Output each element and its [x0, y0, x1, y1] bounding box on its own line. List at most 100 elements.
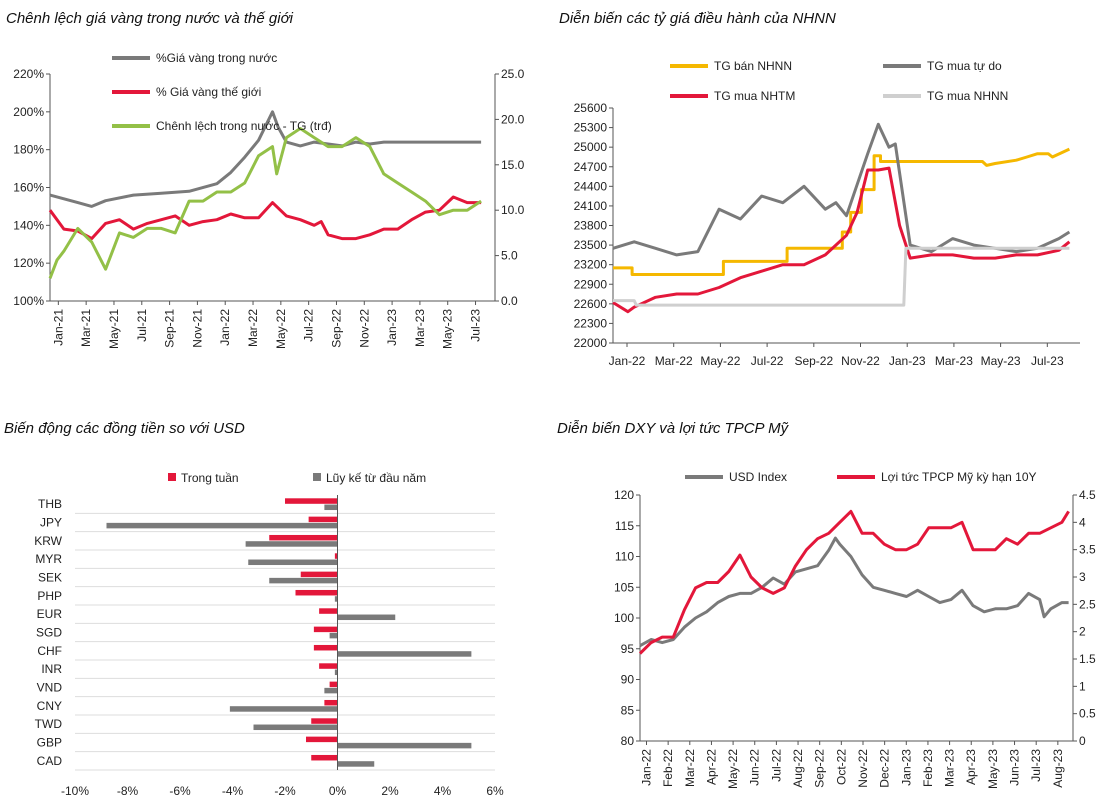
- x-tick-label: Jul-23: [469, 309, 483, 342]
- bar-week: [319, 663, 338, 669]
- bar-ytd: [337, 761, 375, 767]
- legend-swatch: [168, 473, 176, 481]
- category-label: SGD: [36, 626, 62, 640]
- y-tick-label: 85: [621, 703, 635, 717]
- x-tick-label: Jan-21: [51, 309, 65, 346]
- x-tick-label: Sep-22: [794, 354, 833, 368]
- currencies-panel: Biến động các đồng tiền so với USD -10% -…: [0, 405, 540, 802]
- y-right-tick-label: 4: [1079, 515, 1086, 529]
- category-label: JPY: [40, 516, 62, 530]
- x-tick-label: Jan-23: [899, 749, 913, 786]
- x-tick-label: May-22: [726, 749, 740, 789]
- dxy-title: Diễn biến DXY và lợi tức TPCP Mỹ: [557, 420, 789, 437]
- y-tick-label: 200%: [13, 105, 44, 119]
- bar-week: [313, 626, 338, 633]
- legend-label: TG bán NHNN: [714, 59, 792, 73]
- y-tick-label: 220%: [13, 67, 44, 81]
- y-right-tick-label: 2: [1079, 625, 1086, 639]
- category-label: GBP: [37, 736, 62, 750]
- dxy-panel: Diễn biến DXY và lợi tức TPCP Mỹ 80 85 90 9…: [555, 405, 1115, 802]
- y-right-tick-label: 4.5: [1079, 488, 1096, 502]
- x-tick-label: Jul-23: [1029, 749, 1043, 782]
- legend-label: Trong tuần: [181, 471, 239, 485]
- series-line: [613, 246, 1070, 307]
- y-tick-label: 120: [614, 488, 634, 502]
- category-label: KRW: [34, 534, 62, 548]
- x-tick-label: Dec-22: [878, 749, 892, 788]
- legend-label: TG mua tự do: [927, 59, 1002, 73]
- bar-ytd: [324, 687, 338, 694]
- series-line: [48, 195, 482, 241]
- gold-panel: Chênh lệch giá vàng trong nước và thế gi…: [0, 0, 540, 400]
- dxy-chart: 80 85 90 95 100 105 110 115 120 0 0.5 1 1.5 2 2.5 3 3.5 4…: [614, 470, 1096, 789]
- x-tick-label: Feb-23: [921, 749, 935, 787]
- y-tick-label: 160%: [13, 181, 44, 195]
- x-tick-label: -8%: [117, 784, 139, 798]
- y-right-tick-label: 3: [1079, 570, 1086, 584]
- y-tick-label: 24100: [574, 199, 608, 213]
- x-tick-label: Nov-21: [190, 309, 204, 348]
- fx-chart: 22000 22300 22600 22900 23200 23500 23800 24100…: [574, 59, 1080, 368]
- x-tick-label: Mar-21: [79, 309, 93, 347]
- y-tick-label: 25000: [574, 140, 608, 154]
- x-tick-label: Mar-22: [655, 354, 693, 368]
- y-right-tick-label: 15.0: [501, 158, 525, 172]
- x-tick-label: Jan-22: [218, 309, 232, 346]
- x-tick-label: Jan-23: [385, 309, 399, 346]
- y-tick-label: 22300: [574, 316, 608, 330]
- x-tick-label: Jun-23: [1008, 749, 1022, 786]
- bar-ytd: [334, 596, 338, 602]
- y-tick-label: 22900: [574, 277, 608, 291]
- category-label: TWD: [35, 717, 63, 731]
- bar-week: [269, 534, 338, 541]
- x-tick-label: Jan-22: [639, 749, 653, 786]
- x-tick-label: Jul-23: [1031, 354, 1064, 368]
- y-right-tick-label: 10.0: [501, 203, 525, 217]
- y-tick-label: 23200: [574, 258, 608, 272]
- bar-week: [324, 699, 338, 706]
- category-label: SEK: [38, 571, 62, 585]
- x-tick-label: Mar-22: [246, 309, 260, 347]
- y-tick-label: 100: [614, 611, 634, 625]
- x-tick-label: 2%: [381, 784, 399, 798]
- legend-label: Lũy kế từ đầu năm: [326, 471, 426, 485]
- y-right-tick-label: 5.0: [501, 249, 518, 263]
- y-tick-label: 95: [621, 642, 635, 656]
- bar-ytd: [337, 651, 472, 657]
- bar-week: [285, 498, 338, 504]
- x-tick-label: Jan-22: [609, 354, 646, 368]
- x-tick-label: Feb-22: [661, 749, 675, 787]
- x-tick-label: Aug-22: [791, 749, 805, 788]
- x-tick-label: Jul-22: [302, 309, 316, 342]
- fx-title: Diễn biến các tỷ giá điều hành của NHNN: [559, 10, 836, 27]
- legend-label: TG mua NHNN: [927, 89, 1008, 103]
- x-tick-label: Mar-23: [935, 354, 973, 368]
- y-tick-label: 180%: [13, 143, 44, 157]
- y-tick-label: 22000: [574, 336, 608, 350]
- category-label: THB: [38, 497, 62, 511]
- series-line: [612, 166, 1071, 314]
- legend-label: % Giá vàng thế giới: [156, 85, 261, 99]
- category-label: EUR: [37, 607, 63, 621]
- y-tick-label: 90: [621, 673, 635, 687]
- y-right-tick-label: 0: [1079, 734, 1086, 748]
- category-label: CHF: [37, 644, 62, 658]
- y-tick-label: 23800: [574, 219, 608, 233]
- x-tick-label: Jan-23: [889, 354, 926, 368]
- x-tick-label: -4%: [222, 784, 244, 798]
- x-tick-label: May-21: [107, 309, 121, 349]
- y-tick-label: 24400: [574, 179, 608, 193]
- y-tick-label: 23500: [574, 238, 608, 252]
- bar-ytd: [248, 559, 338, 566]
- y-tick-label: 25600: [574, 101, 608, 115]
- category-label: CNY: [37, 699, 62, 713]
- y-tick-label: 100%: [13, 294, 44, 308]
- series-line: [49, 110, 482, 208]
- y-tick-label: 25300: [574, 121, 608, 135]
- x-tick-label: -10%: [61, 784, 89, 798]
- y-right-tick-label: 1: [1079, 679, 1086, 693]
- x-tick-label: Mar-23: [413, 309, 427, 347]
- category-label: INR: [41, 662, 62, 676]
- legend-label: Chênh lệch trong nước - TG (trđ): [156, 119, 332, 133]
- bar-week: [306, 736, 338, 743]
